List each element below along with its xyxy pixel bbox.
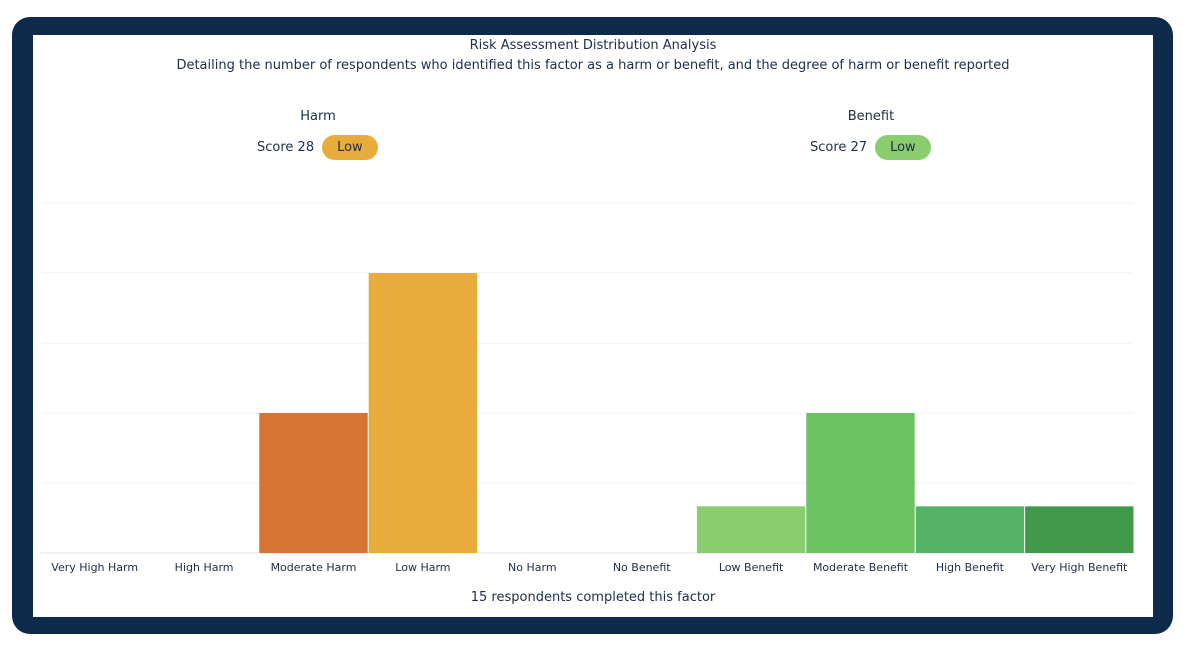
benefit-level-badge: Low (875, 135, 931, 160)
x-tick-label: Moderate Benefit (813, 561, 909, 574)
respondents-count: 15 respondents completed this factor (470, 590, 716, 605)
bar-moderate-benefit[interactable] (806, 413, 915, 553)
chart-title: Risk Assessment Distribution Analysis (469, 38, 717, 53)
x-tick-label: Very High Benefit (1031, 561, 1128, 574)
x-tick-label: No Benefit (613, 561, 671, 574)
harm-score-text: Score 28 (257, 140, 315, 155)
bar-low-benefit[interactable] (696, 506, 806, 553)
x-tick-label: High Benefit (936, 561, 1005, 574)
x-tick-label: Low Harm (395, 561, 450, 574)
benefit-score-text: Score 27 (810, 140, 868, 155)
harm-level-badge: Low (322, 135, 378, 160)
benefit-score: Score 27 Low (810, 135, 931, 160)
x-tick-label: High Harm (175, 561, 234, 574)
x-tick-label: Moderate Harm (271, 561, 357, 574)
harm-heading: Harm (300, 109, 336, 124)
benefit-heading: Benefit (847, 109, 895, 124)
bar-low-harm[interactable] (368, 273, 478, 553)
bar-high-benefit[interactable] (915, 506, 1025, 553)
chart-subtitle: Detailing the number of respondents who … (176, 58, 1010, 73)
bar-very-high-benefit[interactable] (1025, 506, 1134, 553)
harm-score: Score 28 Low (257, 135, 378, 160)
x-tick-label: No Harm (508, 561, 557, 574)
x-tick-label: Low Benefit (719, 561, 784, 574)
x-tick-label: Very High Harm (51, 561, 138, 574)
bar-moderate-harm[interactable] (259, 413, 368, 553)
